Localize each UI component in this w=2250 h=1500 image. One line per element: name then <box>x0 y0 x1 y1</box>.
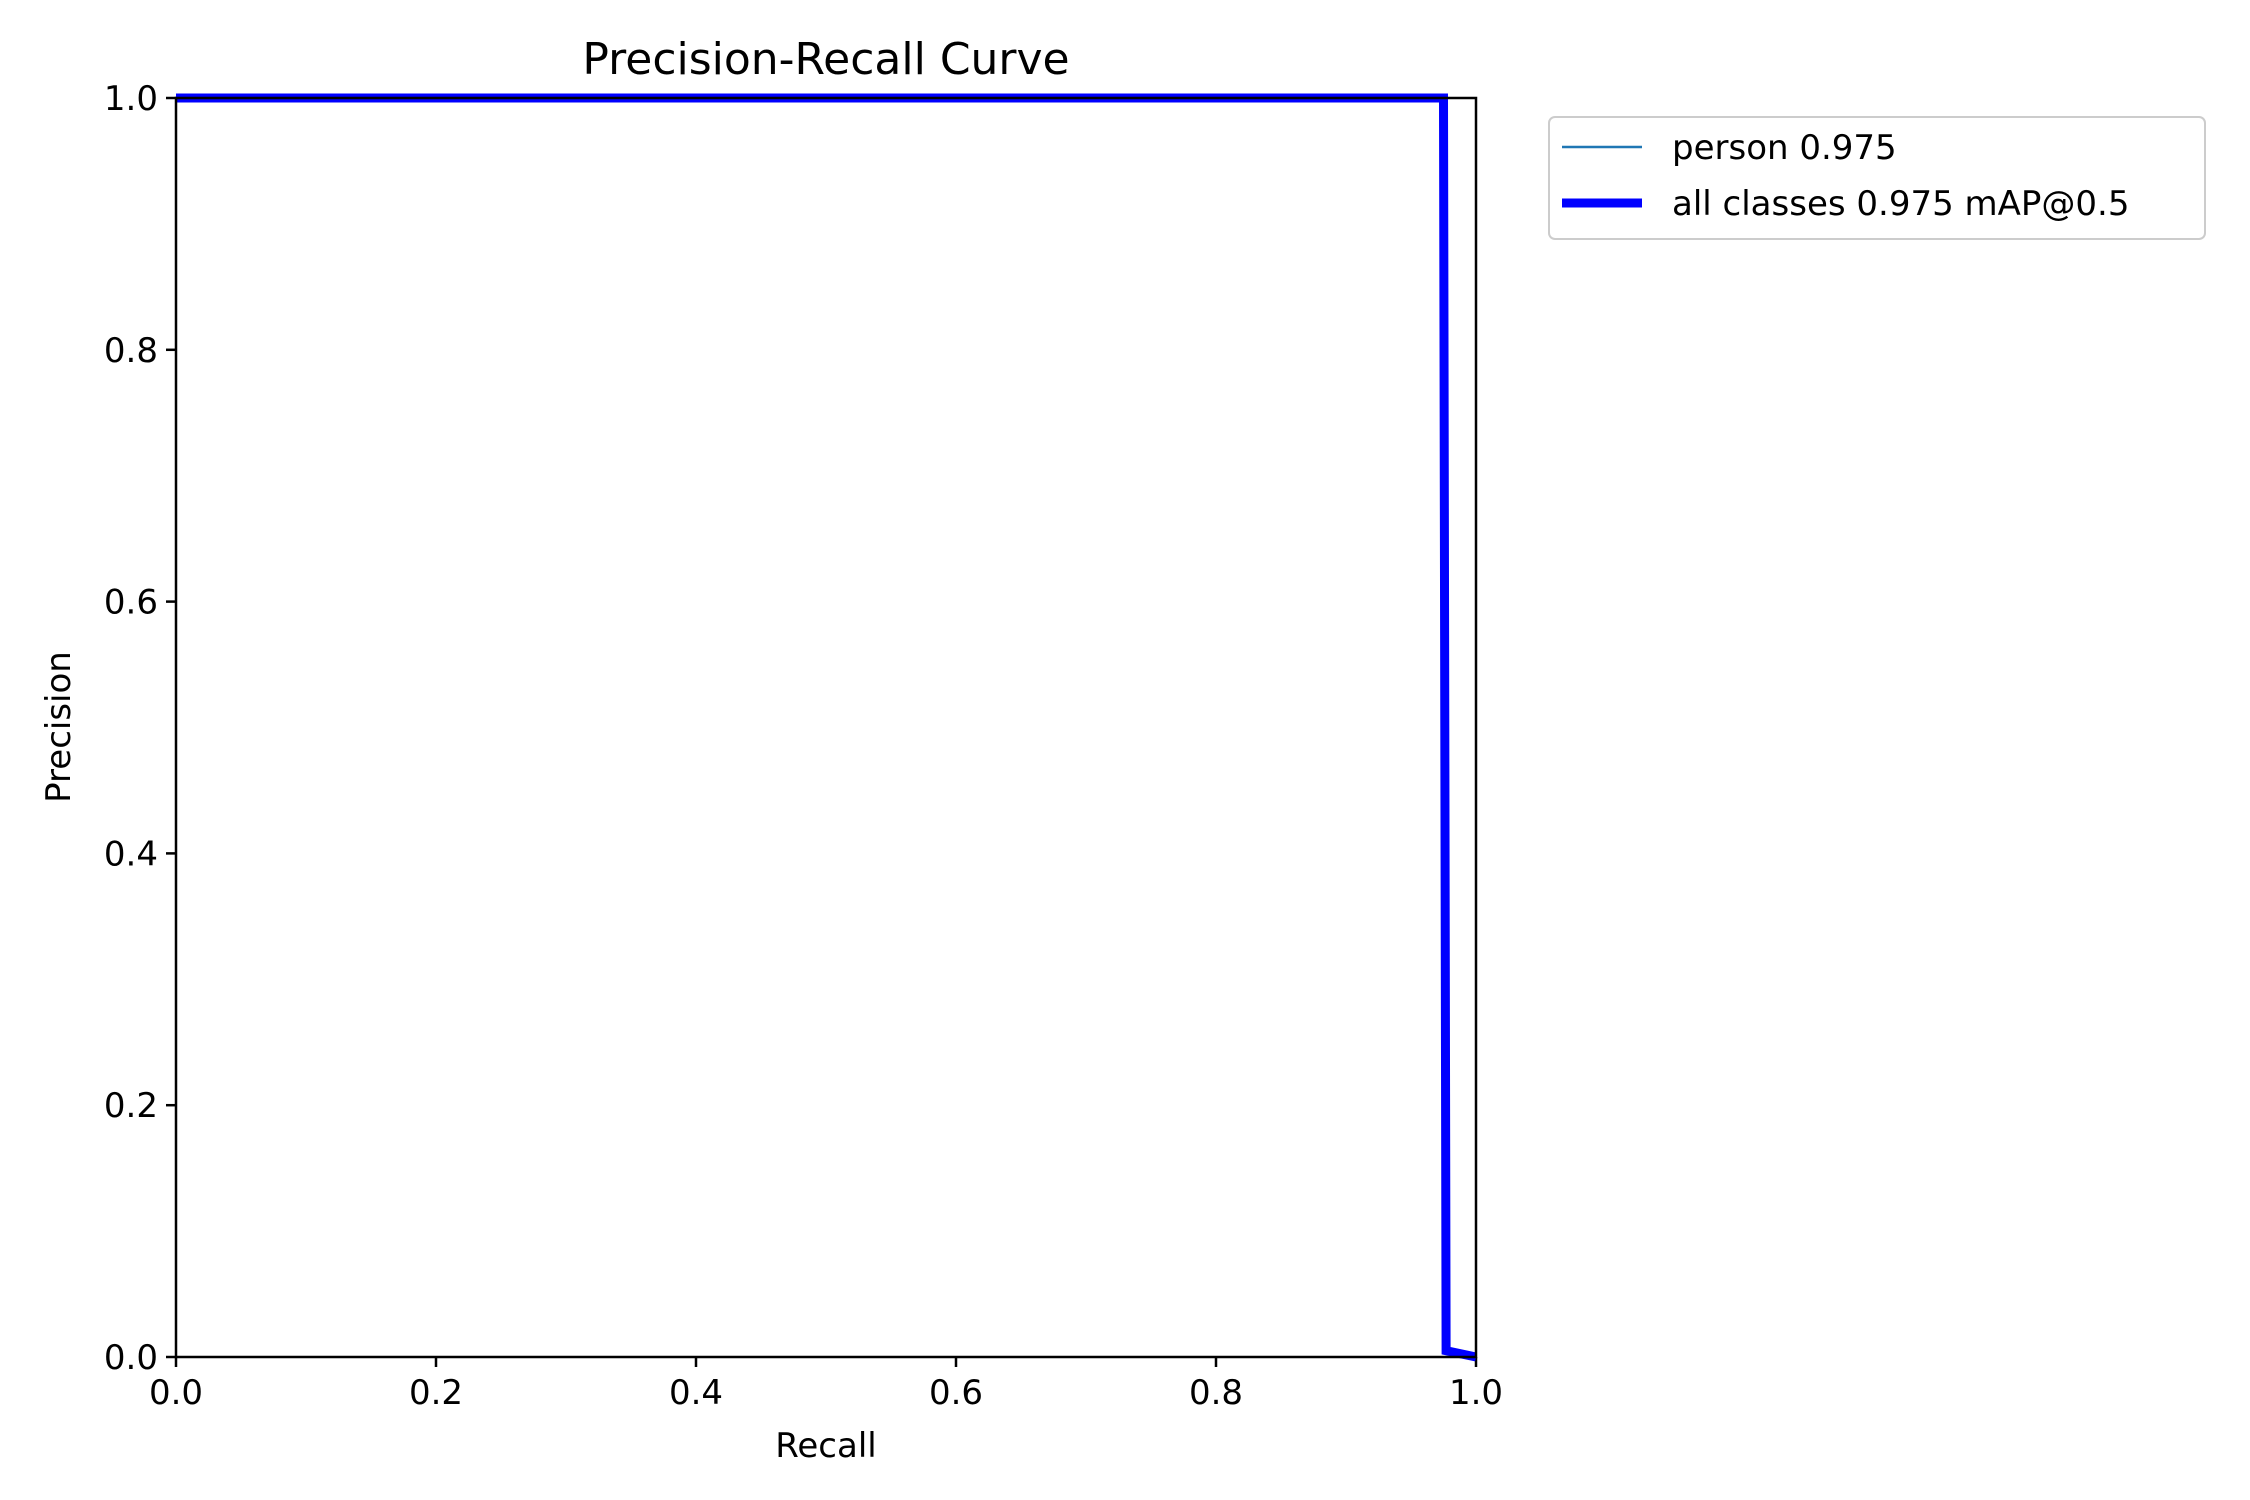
legend-label-all-classes: all classes 0.975 mAP@0.5 <box>1672 184 2129 224</box>
legend-box <box>1548 116 2206 240</box>
y-axis-ticks: 0.0 0.2 0.4 0.6 0.8 1.0 <box>104 79 176 1378</box>
x-tick-label: 0.0 <box>149 1373 203 1413</box>
x-tick-label: 0.6 <box>929 1373 983 1413</box>
y-tick-label: 0.4 <box>104 834 158 874</box>
y-tick-label: 0.6 <box>104 583 158 623</box>
y-tick-label: 0.0 <box>104 1338 158 1378</box>
y-tick-label: 0.2 <box>104 1086 158 1126</box>
chart-title: Precision-Recall Curve <box>582 34 1069 85</box>
y-tick-label: 1.0 <box>104 79 158 119</box>
x-tick-label: 0.2 <box>409 1373 463 1413</box>
x-axis-label: Recall <box>775 1426 876 1466</box>
legend: person 0.975 all classes 0.975 mAP@0.5 <box>1548 116 2206 240</box>
legend-label-person: person 0.975 <box>1672 128 1897 168</box>
plot-frame <box>174 96 1478 1359</box>
y-axis-label: Precision <box>39 651 79 803</box>
x-axis-ticks: 0.0 0.2 0.4 0.6 0.8 1.0 <box>149 1357 1503 1413</box>
x-tick-label: 1.0 <box>1449 1373 1503 1413</box>
y-tick-label: 0.8 <box>104 331 158 371</box>
x-tick-label: 0.8 <box>1189 1373 1243 1413</box>
x-tick-label: 0.4 <box>669 1373 723 1413</box>
